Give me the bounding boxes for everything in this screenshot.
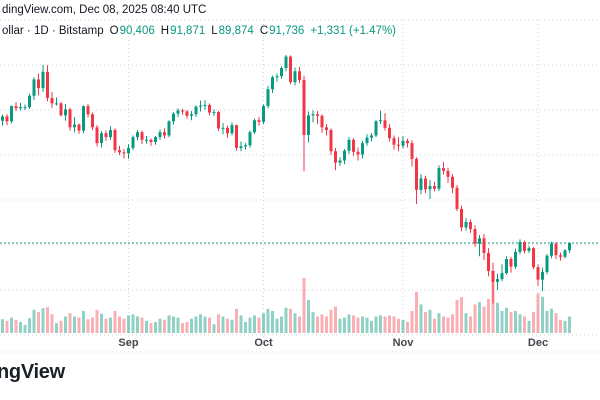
- symbol-description: ollar · 1D · Bitstamp: [2, 25, 104, 37]
- x-axis: Sep Oct Nov Dec: [118, 337, 548, 349]
- ohlc-high: H 91,871: [160, 25, 206, 37]
- ohlc-low: L 89,874: [211, 25, 254, 37]
- x-axis-label: Sep: [118, 337, 138, 349]
- x-axis-label: Nov: [393, 337, 415, 349]
- ohlc-open: O 90,406: [109, 25, 155, 37]
- tradingview-logo-text: ngView: [0, 361, 65, 383]
- candles: [1, 54, 571, 304]
- price-change: +1,331 (+1.47%): [310, 25, 397, 37]
- chart-attribution: dingView.com, Dec 08, 2025 08:40 UTC: [2, 4, 207, 16]
- volume-bars: [1, 278, 571, 333]
- grid-lines: [0, 19, 600, 353]
- x-axis-label: Dec: [528, 337, 548, 349]
- x-axis-label: Oct: [254, 337, 273, 349]
- ohlc-close: C 91,736: [259, 25, 305, 37]
